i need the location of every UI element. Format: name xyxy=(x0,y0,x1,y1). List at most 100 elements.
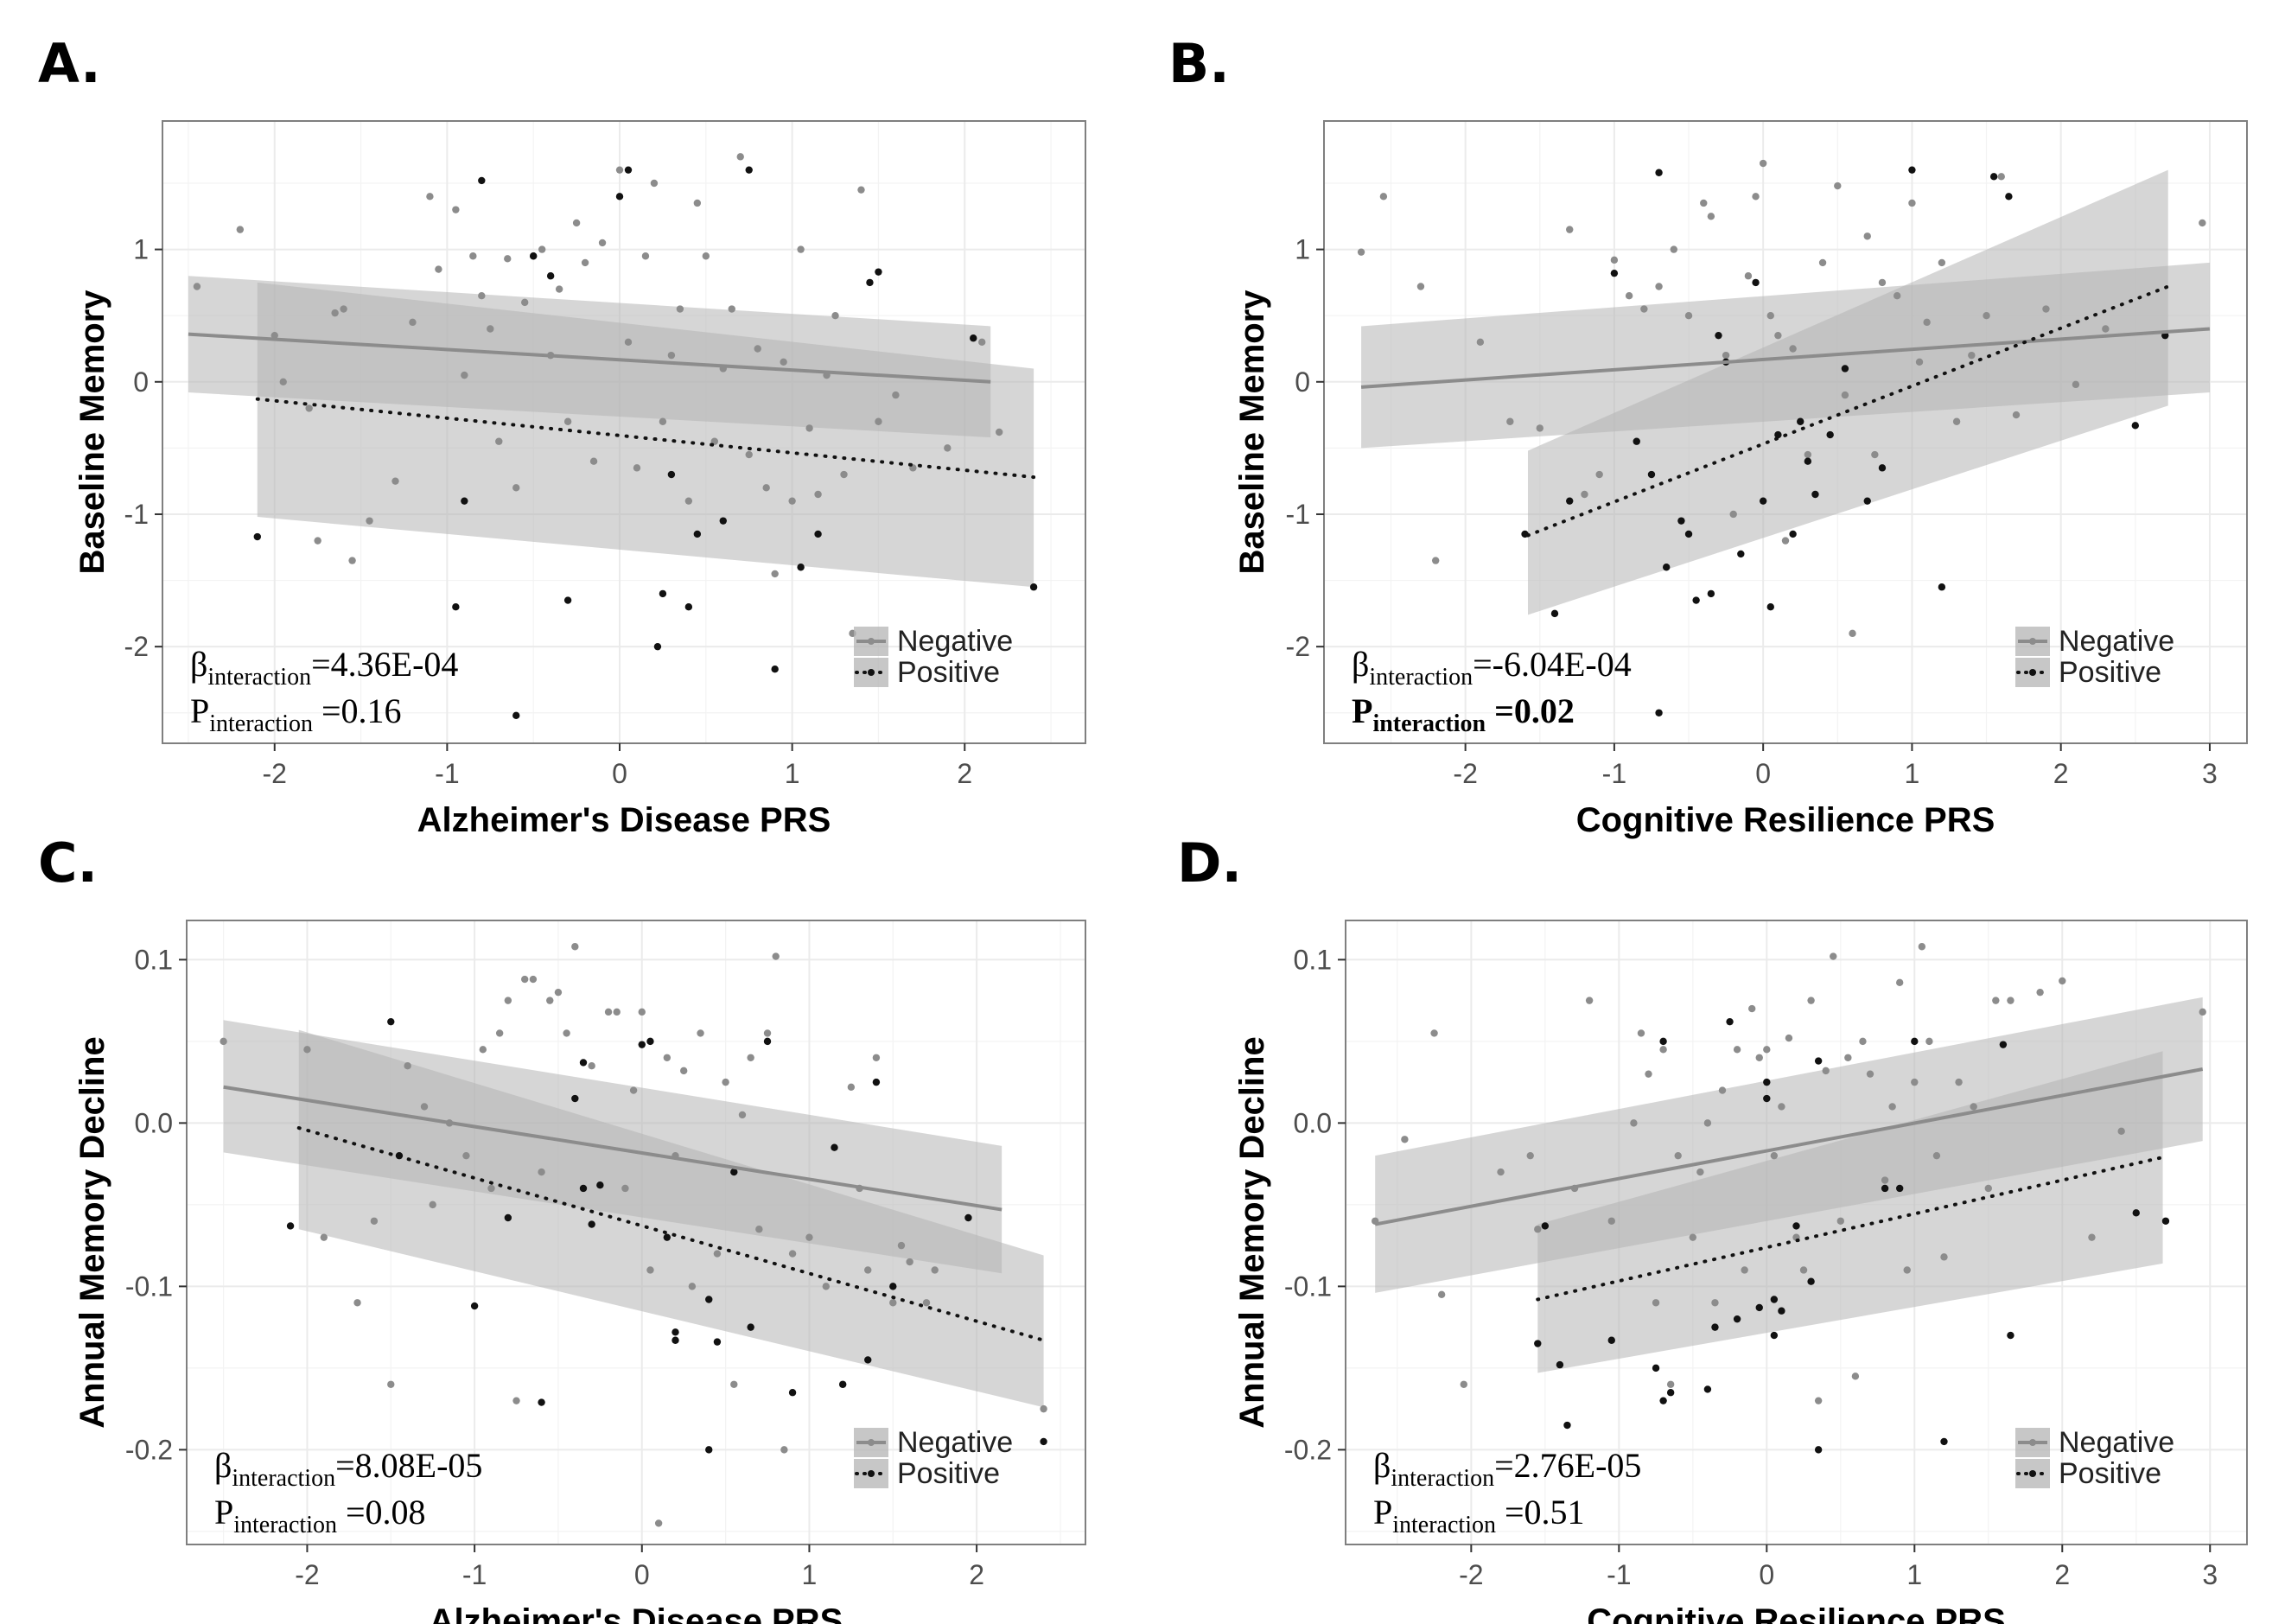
data-point-negative xyxy=(1607,1217,1615,1225)
p-subscript: interaction xyxy=(233,1512,337,1538)
data-point-negative xyxy=(435,265,442,273)
legend-point-positive xyxy=(868,1470,875,1477)
data-point-positive xyxy=(1563,1421,1571,1430)
data-point-negative xyxy=(504,997,512,1004)
data-point-negative xyxy=(1401,1136,1409,1143)
data-point-negative xyxy=(1585,997,1594,1004)
data-point-positive xyxy=(1655,169,1663,176)
y-axis-title: Baseline Memory xyxy=(73,290,111,575)
fit-line-positive xyxy=(1536,1156,2165,1302)
data-point-negative xyxy=(2059,977,2066,985)
data-point-negative xyxy=(581,258,589,267)
data-point-negative xyxy=(1534,1226,1542,1233)
data-point-negative xyxy=(995,428,1003,436)
data-point-positive xyxy=(615,193,624,201)
data-point-negative xyxy=(571,943,579,951)
x-tick-label: 3 xyxy=(2202,1559,2218,1590)
data-point-negative xyxy=(772,952,780,960)
data-point-negative xyxy=(1637,1029,1645,1037)
data-point-negative xyxy=(538,1168,545,1176)
data-point-negative xyxy=(1997,173,2005,181)
data-point-negative xyxy=(730,1380,738,1388)
y-tick-label: -0.2 xyxy=(125,1434,173,1465)
data-point-negative xyxy=(1040,1404,1047,1413)
x-tick-label: 1 xyxy=(1905,758,1920,789)
data-point-negative xyxy=(1526,1151,1534,1160)
data-point-negative xyxy=(1836,1217,1844,1225)
x-tick-label: 0 xyxy=(612,758,627,789)
data-point-positive xyxy=(713,1338,722,1346)
x-tick-label: -1 xyxy=(462,1559,487,1590)
data-point-positive xyxy=(579,1184,588,1193)
data-point-positive xyxy=(1811,490,1819,499)
legend-label-positive: Positive xyxy=(2059,1457,2161,1490)
data-point-negative xyxy=(1707,213,1715,220)
data-point-negative xyxy=(546,997,554,1004)
data-point-negative xyxy=(1915,358,1924,366)
data-point-positive xyxy=(1789,530,1797,538)
data-point-negative xyxy=(702,252,710,260)
legend-label-positive: Positive xyxy=(897,656,1000,689)
data-point-positive xyxy=(663,1233,671,1241)
data-point-negative xyxy=(1781,537,1790,545)
data-point-negative xyxy=(1718,1086,1727,1094)
data-point-negative xyxy=(1863,232,1871,240)
data-point-negative xyxy=(2007,997,2014,1004)
y-tick-label: -1 xyxy=(124,499,149,530)
data-point-negative xyxy=(633,464,641,472)
data-point-positive xyxy=(529,252,538,260)
data-point-negative xyxy=(736,153,744,161)
data-point-negative xyxy=(469,252,477,260)
data-point-negative xyxy=(391,477,399,485)
data-point-negative xyxy=(478,292,486,300)
data-point-negative xyxy=(1778,1103,1785,1111)
data-point-negative xyxy=(1430,1029,1438,1037)
data-point-positive xyxy=(571,1094,579,1103)
data-point-negative xyxy=(1866,1070,1874,1078)
y-tick-label: -2 xyxy=(124,631,149,662)
plot-frame xyxy=(162,120,1086,744)
data-point-negative xyxy=(2036,988,2044,997)
p-subscript: interaction xyxy=(1392,1512,1496,1538)
data-point-negative xyxy=(697,1029,704,1037)
fit-line-negative xyxy=(1360,327,2211,389)
data-point-negative xyxy=(554,988,563,997)
x-axis-title: Alzheimer's Disease PRS xyxy=(417,801,831,839)
data-point-negative xyxy=(1416,283,1425,290)
data-point-negative xyxy=(762,484,770,492)
x-tick-label: -2 xyxy=(295,1559,319,1590)
x-tick-label: -2 xyxy=(1459,1559,1483,1590)
data-point-positive xyxy=(864,1356,872,1364)
x-tick-label: -1 xyxy=(1607,1559,1631,1590)
panel-c: C. -2 -1 0 1 2 -0.2 -0.1 0.0 0.1 Alzheimer's Disea… xyxy=(38,831,1086,1624)
legend-point-negative xyxy=(868,1439,875,1446)
data-point-negative xyxy=(429,1200,436,1209)
data-point-negative xyxy=(613,1008,621,1016)
y-tick-label: -0.1 xyxy=(125,1271,173,1302)
data-point-positive xyxy=(1792,1222,1800,1230)
p-value: =0.16 xyxy=(313,691,402,730)
data-point-negative xyxy=(667,351,676,360)
data-point-positive xyxy=(763,1037,772,1046)
data-point-negative xyxy=(1881,1176,1889,1184)
data-point-negative xyxy=(1689,1233,1697,1241)
y-axis-title: Baseline Memory xyxy=(1233,290,1271,575)
data-point-negative xyxy=(1923,318,1931,327)
data-point-negative xyxy=(1952,417,1961,425)
x-tick-label: 1 xyxy=(802,1559,818,1590)
x-axis-title: Cognitive Resilience PRS xyxy=(1587,1602,2006,1624)
data-point-negative xyxy=(864,1266,872,1274)
y-tick-label: 1 xyxy=(133,234,149,265)
data-point-negative xyxy=(1804,450,1812,459)
legend-label-negative: Negative xyxy=(897,625,1013,658)
data-point-negative xyxy=(847,1083,856,1091)
data-point-negative xyxy=(589,457,598,465)
fit-line-positive xyxy=(255,397,1036,480)
data-point-positive xyxy=(1029,583,1038,591)
data-point-positive xyxy=(1659,1397,1667,1404)
data-point-negative xyxy=(487,325,494,333)
data-point-negative xyxy=(1460,1380,1467,1388)
data-point-negative xyxy=(1437,1290,1446,1299)
data-point-negative xyxy=(1908,199,1916,207)
data-point-positive xyxy=(705,1446,713,1454)
